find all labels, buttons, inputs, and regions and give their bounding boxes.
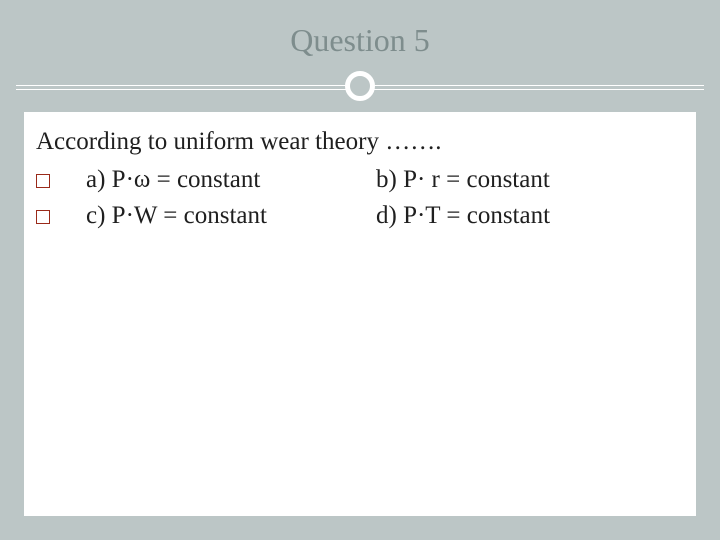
bullet-box-icon	[36, 174, 50, 188]
option-d: d) P·T = constant	[376, 198, 550, 234]
option-c: c) P·W = constant	[86, 198, 376, 234]
option-row: c) P·W = constant d) P·T = constant	[36, 198, 684, 234]
slide: Question 5 According to uniform wear the…	[16, 8, 704, 524]
bullet-box-icon	[36, 210, 50, 224]
divider-circle-icon	[345, 71, 375, 101]
option-b: b) P· r = constant	[376, 162, 550, 198]
question-prompt: According to uniform wear theory …….	[36, 128, 684, 156]
option-row: a) P·ω = constant b) P· r = constant	[36, 162, 684, 198]
option-a: a) P·ω = constant	[86, 162, 376, 198]
content-panel: According to uniform wear theory ……. a) …	[24, 112, 696, 516]
slide-title: Question 5	[16, 22, 704, 59]
